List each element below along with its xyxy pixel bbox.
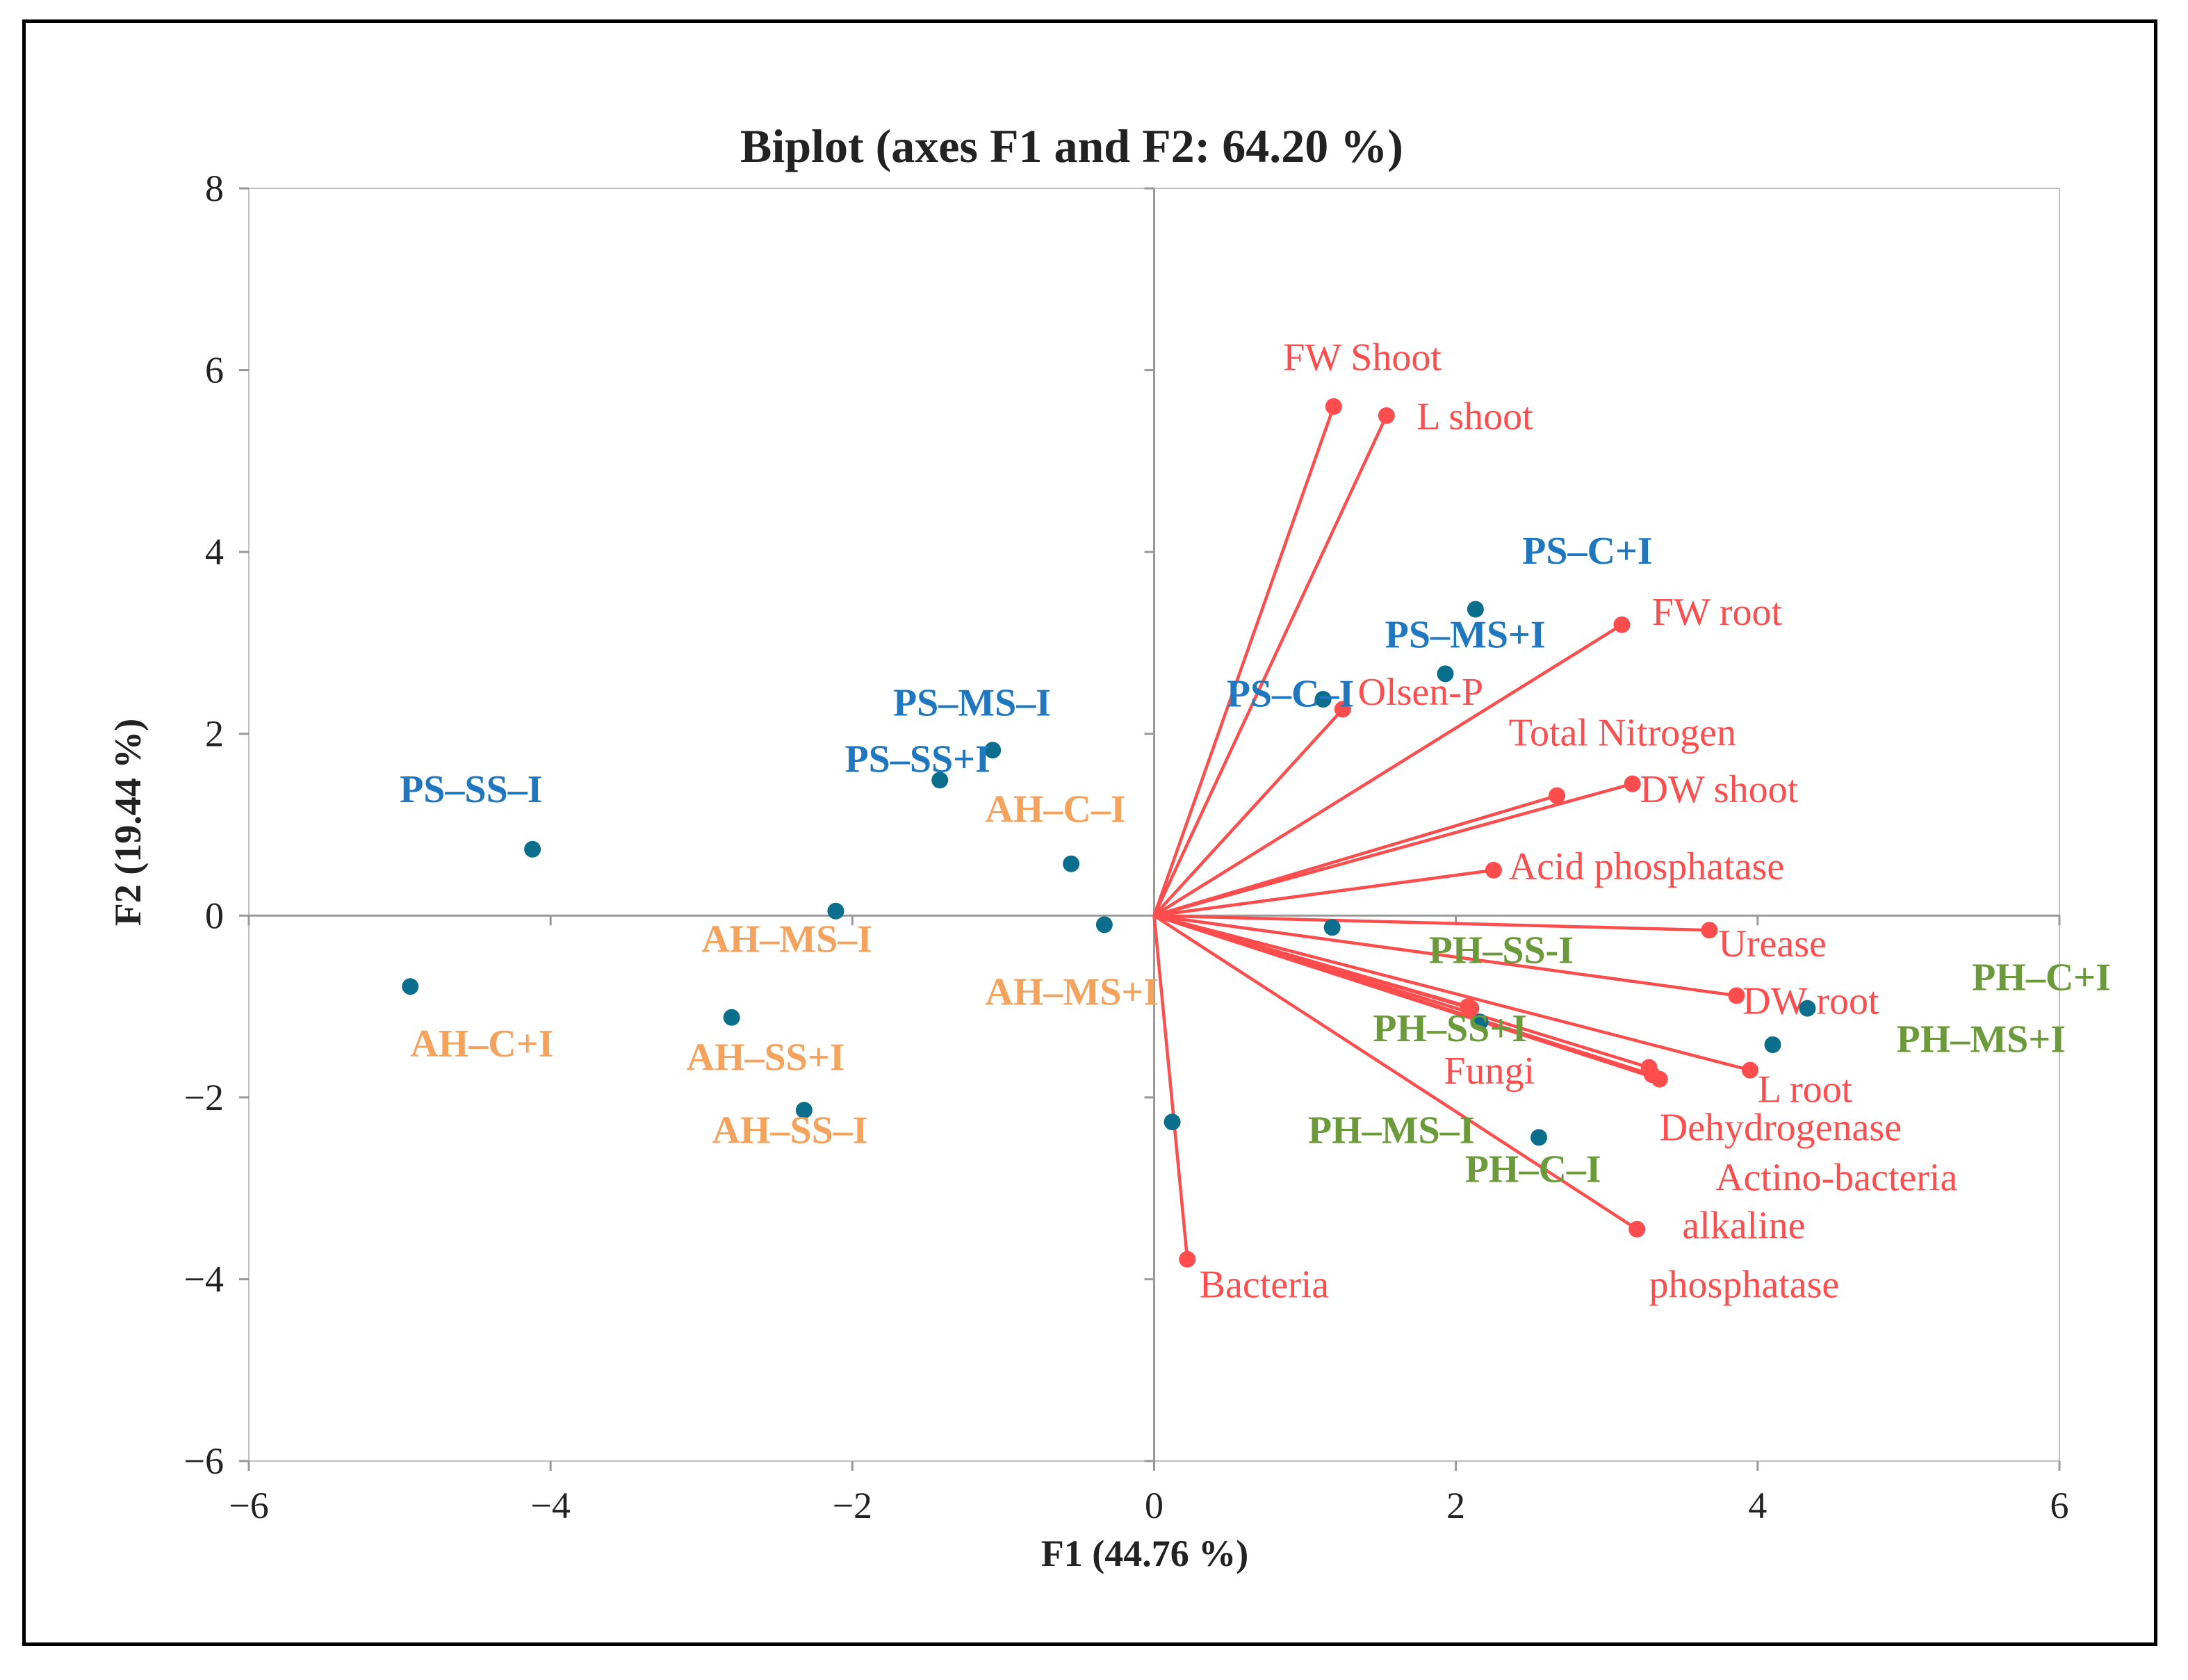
observation-point <box>1314 691 1332 708</box>
x-tick-label: 4 <box>1748 1485 1767 1526</box>
observation-point <box>524 840 541 858</box>
y-tick-label: 0 <box>205 895 224 936</box>
variable-point <box>1643 1066 1660 1084</box>
observation-point <box>1764 1036 1781 1054</box>
variable-vector <box>1154 914 1710 932</box>
observation-point <box>984 742 1002 759</box>
observation-point <box>931 772 949 789</box>
variable-point <box>1628 1221 1646 1238</box>
variable-vector <box>1154 868 1494 918</box>
observation-label: PS–SS–I <box>400 768 542 811</box>
x-tick-label: −2 <box>833 1485 872 1526</box>
observation-label: PH–C–I <box>1465 1148 1601 1191</box>
variable-label: Dehydrogenase <box>1660 1106 1902 1149</box>
variable-vector <box>1154 914 1737 997</box>
variable-vector <box>1153 914 1751 1072</box>
variable-vector <box>1153 623 1623 918</box>
x-axis-label: F1 (44.76 %) <box>1041 1533 1248 1574</box>
variable-label: Acid phosphatase <box>1509 845 1785 888</box>
observation-label: PS–SS+I <box>844 738 990 781</box>
observation-label: PH–SS-I <box>1429 929 1574 972</box>
variable-point <box>1462 1000 1480 1017</box>
observation-label: AH–SS+I <box>687 1036 845 1079</box>
variable-vector <box>1152 915 1189 1259</box>
observation-point <box>1467 601 1484 618</box>
variable-label: Actino-bacteria <box>1715 1156 1957 1199</box>
y-tick-label: −6 <box>184 1440 224 1482</box>
variable-point <box>1613 616 1631 633</box>
x-tick-label: −6 <box>229 1485 268 1526</box>
variable-label: Olsen-P <box>1358 671 1483 714</box>
variable-vector <box>1153 914 1653 1077</box>
y-tick-label: 2 <box>205 713 224 755</box>
observation-point <box>1164 1114 1181 1131</box>
biplot-chart: Biplot (axes F1 and F2: 64.20 %) F1 (44.… <box>107 120 2111 1574</box>
variable-label: FW Shoot <box>1283 336 1442 380</box>
variable-point <box>1334 701 1351 718</box>
variable-point <box>1179 1250 1196 1268</box>
variable-label: alkaline <box>1682 1205 1805 1248</box>
observation-point <box>1530 1129 1548 1146</box>
observation-label: AH–C+I <box>410 1022 553 1066</box>
variable-point <box>1701 922 1718 939</box>
variable-label: L root <box>1758 1068 1853 1111</box>
variable-point <box>1624 775 1641 792</box>
variable-vector <box>1153 914 1638 1231</box>
observation-point <box>1095 916 1113 933</box>
y-tick-label: 8 <box>205 168 224 209</box>
variable-label: Urease <box>1718 922 1826 965</box>
variable-label: Total Nitrogen <box>1509 712 1736 755</box>
x-tick-label: 0 <box>1145 1485 1164 1526</box>
variable-vector <box>1153 782 1633 918</box>
variable-vector <box>1152 415 1388 917</box>
x-tick-label: −4 <box>530 1485 570 1526</box>
y-tick-label: −4 <box>184 1258 224 1300</box>
variable-point <box>1549 787 1566 804</box>
observation-point <box>1437 665 1454 683</box>
observation-label: AH–SS–I <box>712 1109 867 1152</box>
variable-vector <box>1152 708 1344 917</box>
variable-label: Bacteria <box>1200 1264 1330 1307</box>
y-tick-label: 4 <box>205 531 224 573</box>
observation-point <box>795 1102 813 1119</box>
variable-label: DW shoot <box>1640 768 1799 811</box>
observation-point <box>1471 1013 1489 1031</box>
observation-point <box>827 902 844 920</box>
observation-label: AH–C–I <box>985 788 1125 831</box>
observation-label: PS–MS+I <box>1385 613 1546 656</box>
x-tick-label: 6 <box>2050 1485 2069 1526</box>
observation-label: PH–SS+I <box>1373 1007 1527 1050</box>
observation-label: PS–MS–I <box>893 682 1051 725</box>
observation-label: PH–MS–I <box>1308 1109 1475 1152</box>
observation-label: PH–MS+I <box>1897 1018 2066 1061</box>
observation-point <box>402 978 419 995</box>
variable-label: FW root <box>1652 591 1783 634</box>
variable-point <box>1378 407 1395 424</box>
figure-frame: Biplot (axes F1 and F2: 64.20 %) F1 (44.… <box>22 19 2157 1646</box>
x-tick-label: 2 <box>1446 1485 1465 1526</box>
observation-point <box>1063 855 1080 872</box>
observation-point <box>723 1009 740 1026</box>
variable-label: phosphatase <box>1649 1264 1840 1307</box>
y-axis-label: F2 (19.44 %) <box>107 719 149 926</box>
observation-point <box>1799 1000 1816 1017</box>
observation-point <box>1323 919 1341 936</box>
variable-point <box>1325 398 1342 415</box>
observation-label: PH–C+I <box>1972 956 2111 1000</box>
variable-point <box>1741 1061 1758 1079</box>
observation-label: AH–MS+I <box>985 970 1159 1013</box>
observation-label: AH–MS–I <box>701 918 872 961</box>
variable-point <box>1485 861 1502 879</box>
variable-label: Fungi <box>1444 1050 1535 1093</box>
variable-label: L shoot <box>1417 395 1533 439</box>
y-tick-label: −2 <box>184 1077 224 1118</box>
y-tick-label: 6 <box>205 350 224 391</box>
chart-title: Biplot (axes F1 and F2: 64.20 %) <box>740 120 1403 172</box>
observation-label: PS–C+I <box>1522 530 1653 573</box>
variable-point <box>1728 987 1745 1004</box>
observation-label: PS–C–I <box>1227 672 1355 715</box>
variable-vector <box>1152 406 1335 917</box>
plot-area: −6 −4 −2 0 2 4 6 −6 −4 −2 0 2 4 6 8 FW Shoot L shoot FW r… <box>184 168 2111 1526</box>
